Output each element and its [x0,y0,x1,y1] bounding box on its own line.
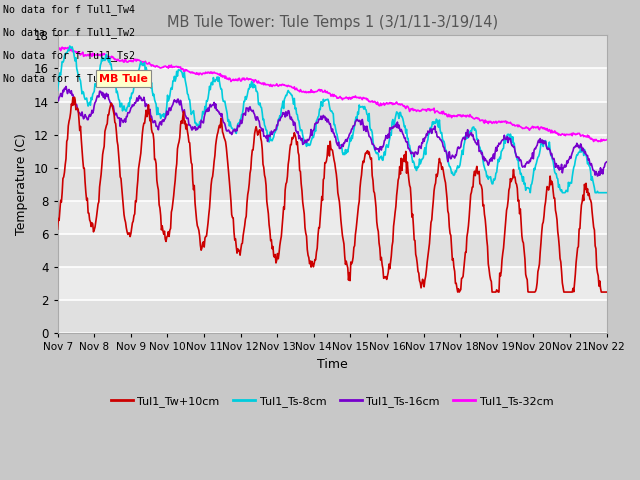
Tul1_Ts-32cm [399,102,406,108]
Line: Tul1_Ts-16cm: Tul1_Ts-16cm [58,86,607,176]
Bar [58,234,607,267]
Tul1_Ts-16cm [205,104,213,110]
Tul1_Ts-16cm [177,97,184,103]
Tul1_Tw+10cm [399,158,407,164]
Tul1_Ts-32cm [54,44,61,50]
Tul1_Tw+10cm [54,226,61,232]
Text: No data for f Tul1_Ts2: No data for f Tul1_Ts2 [3,50,135,61]
Tul1_Ts-16cm [416,143,424,149]
Bar [58,300,607,334]
Tul1_Ts-16cm [54,97,61,103]
Tul1_Ts-32cm [176,64,184,70]
Tul1_Tw+10cm [454,289,461,295]
Bar [58,135,607,168]
Tul1_Tw+10cm [603,289,611,295]
Tul1_Ts-32cm [205,70,212,75]
Tul1_Ts-8cm [177,68,184,73]
Text: MB Tule: MB Tule [99,73,148,84]
Tul1_Ts-8cm [399,119,407,125]
Tul1_Ts-8cm [63,48,71,54]
Tul1_Ts-16cm [603,159,611,165]
Bar [58,36,607,69]
Tul1_Ts-8cm [66,43,74,49]
Bar [58,102,607,135]
Line: Tul1_Ts-32cm: Tul1_Ts-32cm [58,47,607,142]
Tul1_Tw+10cm [177,122,184,128]
Tul1_Ts-32cm [595,139,602,144]
Tul1_Ts-16cm [594,173,602,179]
Tul1_Ts-32cm [603,137,611,143]
X-axis label: Time: Time [317,358,348,371]
Legend: Tul1_Tw+10cm, Tul1_Ts-8cm, Tul1_Ts-16cm, Tul1_Ts-32cm: Tul1_Tw+10cm, Tul1_Ts-8cm, Tul1_Ts-16cm,… [106,392,558,411]
Tul1_Ts-16cm [121,116,129,122]
Title: MB Tule Tower: Tule Temps 1 (3/1/11-3/19/14): MB Tule Tower: Tule Temps 1 (3/1/11-3/19… [166,15,498,30]
Tul1_Ts-8cm [527,190,534,195]
Y-axis label: Temperature (C): Temperature (C) [15,133,28,235]
Text: No data for f Tul1_Ts5: No data for f Tul1_Ts5 [3,73,135,84]
Tul1_Ts-8cm [603,190,611,195]
Line: Tul1_Ts-8cm: Tul1_Ts-8cm [58,46,607,192]
Text: No data for f Tul1_Tw2: No data for f Tul1_Tw2 [3,27,135,38]
Text: No data for f Tul1_Tw4: No data for f Tul1_Tw4 [3,4,135,15]
Bar [58,201,607,234]
Line: Tul1_Tw+10cm: Tul1_Tw+10cm [58,97,607,292]
Tul1_Tw+10cm [205,205,213,211]
Tul1_Ts-32cm [120,60,128,65]
Tul1_Ts-8cm [121,107,129,112]
Bar [58,69,607,102]
Tul1_Ts-8cm [416,156,424,162]
Tul1_Ts-32cm [63,45,71,51]
Tul1_Tw+10cm [416,278,424,284]
Bar [58,267,607,300]
Tul1_Ts-32cm [415,108,422,114]
Tul1_Tw+10cm [70,94,78,100]
Tul1_Ts-8cm [205,84,213,89]
Tul1_Ts-16cm [62,84,70,89]
Tul1_Ts-16cm [399,132,407,138]
Tul1_Ts-8cm [54,87,61,93]
Bar [58,168,607,201]
Tul1_Tw+10cm [121,216,129,222]
Tul1_Tw+10cm [63,136,71,142]
Tul1_Ts-16cm [65,88,72,94]
